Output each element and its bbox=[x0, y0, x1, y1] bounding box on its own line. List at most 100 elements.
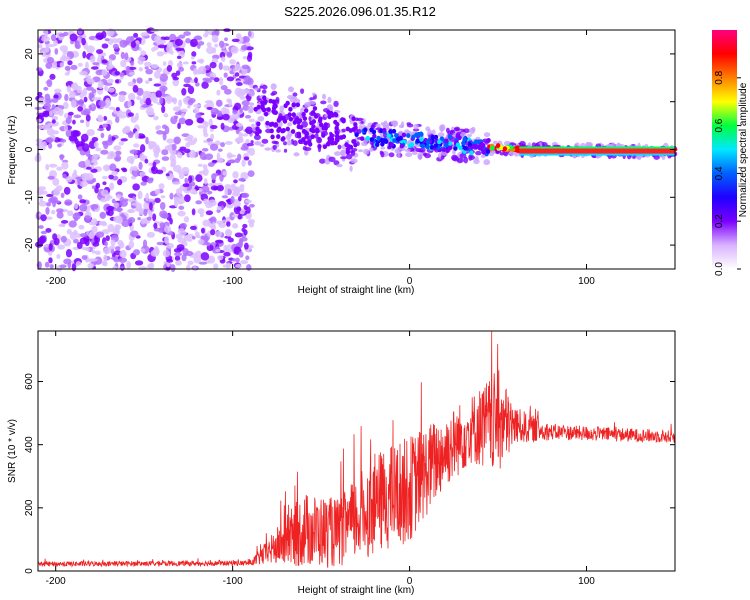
spectrogram-noise-blob bbox=[127, 216, 136, 224]
spectrogram-noise-blob bbox=[118, 141, 125, 146]
spectrogram-noise-blob bbox=[224, 37, 228, 42]
spectrogram-noise-blob bbox=[119, 39, 128, 48]
spectrogram-noise-blob bbox=[143, 208, 148, 217]
spectrogram-halo-blob bbox=[270, 83, 277, 90]
spectrogram-halo-blob bbox=[333, 160, 340, 166]
spectrogram-noise-blob bbox=[118, 94, 126, 103]
spectrogram-noise-blob bbox=[140, 181, 147, 186]
spectrogram-noise-blob bbox=[148, 112, 155, 116]
spectrogram-noise-blob bbox=[177, 169, 183, 175]
spectrogram-noise-blob bbox=[75, 261, 82, 266]
spectrogram-noise-blob bbox=[227, 154, 237, 158]
spectrogram-noise-blob bbox=[63, 31, 69, 36]
colorbar-gradient bbox=[712, 30, 737, 269]
spectrogram-track-blob bbox=[270, 134, 275, 140]
spectrogram-halo-blob bbox=[261, 84, 268, 90]
spectrogram-noise-blob bbox=[51, 98, 59, 104]
spectrogram-noise-blob bbox=[161, 87, 166, 96]
spectrogram-noise-blob bbox=[122, 111, 127, 115]
spectrogram-noise-blob bbox=[88, 258, 98, 262]
figure-title: S225.2026.096.01.35.R12 bbox=[284, 4, 436, 19]
spectrogram-noise-blob bbox=[91, 137, 99, 142]
spectrogram-noise-blob bbox=[114, 224, 122, 230]
spectrogram-noise-blob bbox=[70, 64, 78, 70]
spectrogram-noise-blob bbox=[43, 102, 51, 110]
spectrogram-noise-blob bbox=[153, 222, 158, 229]
spectrogram-noise-blob bbox=[213, 186, 218, 191]
spectrogram-noise-blob bbox=[235, 257, 240, 263]
spectrogram-track-blob bbox=[430, 134, 436, 140]
spectrogram-noise-blob bbox=[235, 264, 242, 268]
spectrogram-track-blob bbox=[298, 124, 304, 130]
spectrogram-noise-blob bbox=[226, 204, 234, 209]
spectrogram-noise-blob bbox=[137, 56, 146, 62]
spectrogram-noise-blob bbox=[37, 112, 47, 117]
spectrogram-halo-blob bbox=[406, 123, 414, 128]
spectrogram-track-blob bbox=[276, 117, 282, 123]
spectrogram-noise-blob bbox=[64, 199, 73, 206]
spectrogram-noise-blob bbox=[91, 66, 99, 70]
spectrogram-noise-blob bbox=[243, 76, 249, 82]
spectrogram-noise-blob bbox=[161, 149, 169, 156]
spectrogram-noise-blob bbox=[72, 229, 78, 236]
spectrogram-noise-blob bbox=[156, 130, 164, 135]
spectrogram-noise-blob bbox=[145, 97, 152, 106]
spectrogram-track-blob bbox=[304, 131, 310, 136]
spectrogram-noise-blob bbox=[120, 51, 125, 60]
spectrogram-halo-blob bbox=[475, 150, 482, 156]
spectrogram-noise-blob bbox=[214, 29, 220, 37]
spectrogram-halo-blob bbox=[350, 150, 356, 156]
spectrogram-track-blob bbox=[296, 120, 301, 125]
spectrogram-noise-blob bbox=[62, 173, 67, 179]
spectrogram-noise-blob bbox=[56, 208, 64, 214]
spectrogram-noise-blob bbox=[197, 67, 202, 75]
spectrogram-noise-blob bbox=[97, 80, 104, 90]
spectrogram-track-blob bbox=[481, 149, 487, 155]
spectrogram-noise-blob bbox=[164, 126, 170, 135]
spectrogram-noise-blob bbox=[178, 99, 182, 108]
spectrogram-noise-blob bbox=[204, 29, 209, 36]
spectrogram-noise-blob bbox=[180, 113, 185, 118]
spectrogram-noise-blob bbox=[76, 85, 82, 94]
spectrogram-halo-blob bbox=[321, 93, 327, 100]
spectrogram-noise-blob bbox=[108, 106, 116, 110]
y-tick-label: 10 bbox=[24, 96, 35, 108]
spectrogram-noise-blob bbox=[171, 72, 178, 79]
spectrogram-track-blob bbox=[288, 106, 293, 112]
y-tick-label: 0 bbox=[24, 568, 35, 574]
spectrogram-halo-blob bbox=[379, 150, 383, 155]
spectrogram-noise-blob bbox=[124, 52, 129, 60]
spectrogram-halo-blob bbox=[327, 96, 332, 104]
spectrogram-noise-blob bbox=[128, 93, 136, 101]
spectrogram-noise-blob bbox=[38, 200, 47, 207]
spectrogram-noise-blob bbox=[132, 165, 138, 172]
spectrogram-track-blob bbox=[291, 112, 296, 118]
spectrogram-noise-blob bbox=[162, 61, 167, 66]
spectrogram-noise-blob bbox=[197, 239, 205, 245]
spectrogram-track-blob bbox=[322, 144, 328, 150]
spectrogram-noise-blob bbox=[102, 247, 112, 254]
y-tick-label: -20 bbox=[24, 237, 35, 252]
spectrogram-noise-blob bbox=[103, 116, 108, 121]
spectrogram-halo-blob bbox=[473, 158, 480, 165]
spectrogram-noise-blob bbox=[174, 38, 183, 47]
spectrogram-noise-blob bbox=[181, 254, 187, 262]
spectrogram-halo-blob bbox=[259, 85, 263, 89]
spectrogram-noise-blob bbox=[132, 84, 139, 93]
spectrogram-noise-blob bbox=[57, 143, 62, 148]
spectrogram-noise-blob bbox=[172, 76, 179, 81]
spectrogram-halo-blob bbox=[329, 106, 334, 113]
spectrogram-noise-blob bbox=[158, 183, 165, 190]
spectrogram-noise-blob bbox=[247, 30, 252, 37]
spectrogram-noise-blob bbox=[45, 44, 50, 53]
spectrogram-track-blob bbox=[445, 148, 450, 154]
spectrogram-halo-blob bbox=[319, 158, 326, 164]
spectrogram-noise-blob bbox=[238, 177, 246, 182]
spectrogram-noise-blob bbox=[202, 126, 208, 135]
spectrogram-noise-blob bbox=[71, 83, 77, 89]
spectrogram-track-blob bbox=[391, 128, 397, 134]
spectrogram-noise-blob bbox=[71, 99, 77, 108]
spectrogram-marks bbox=[34, 27, 678, 273]
spectrogram-noise-blob bbox=[191, 51, 197, 58]
spectrogram-noise-blob bbox=[111, 198, 116, 204]
